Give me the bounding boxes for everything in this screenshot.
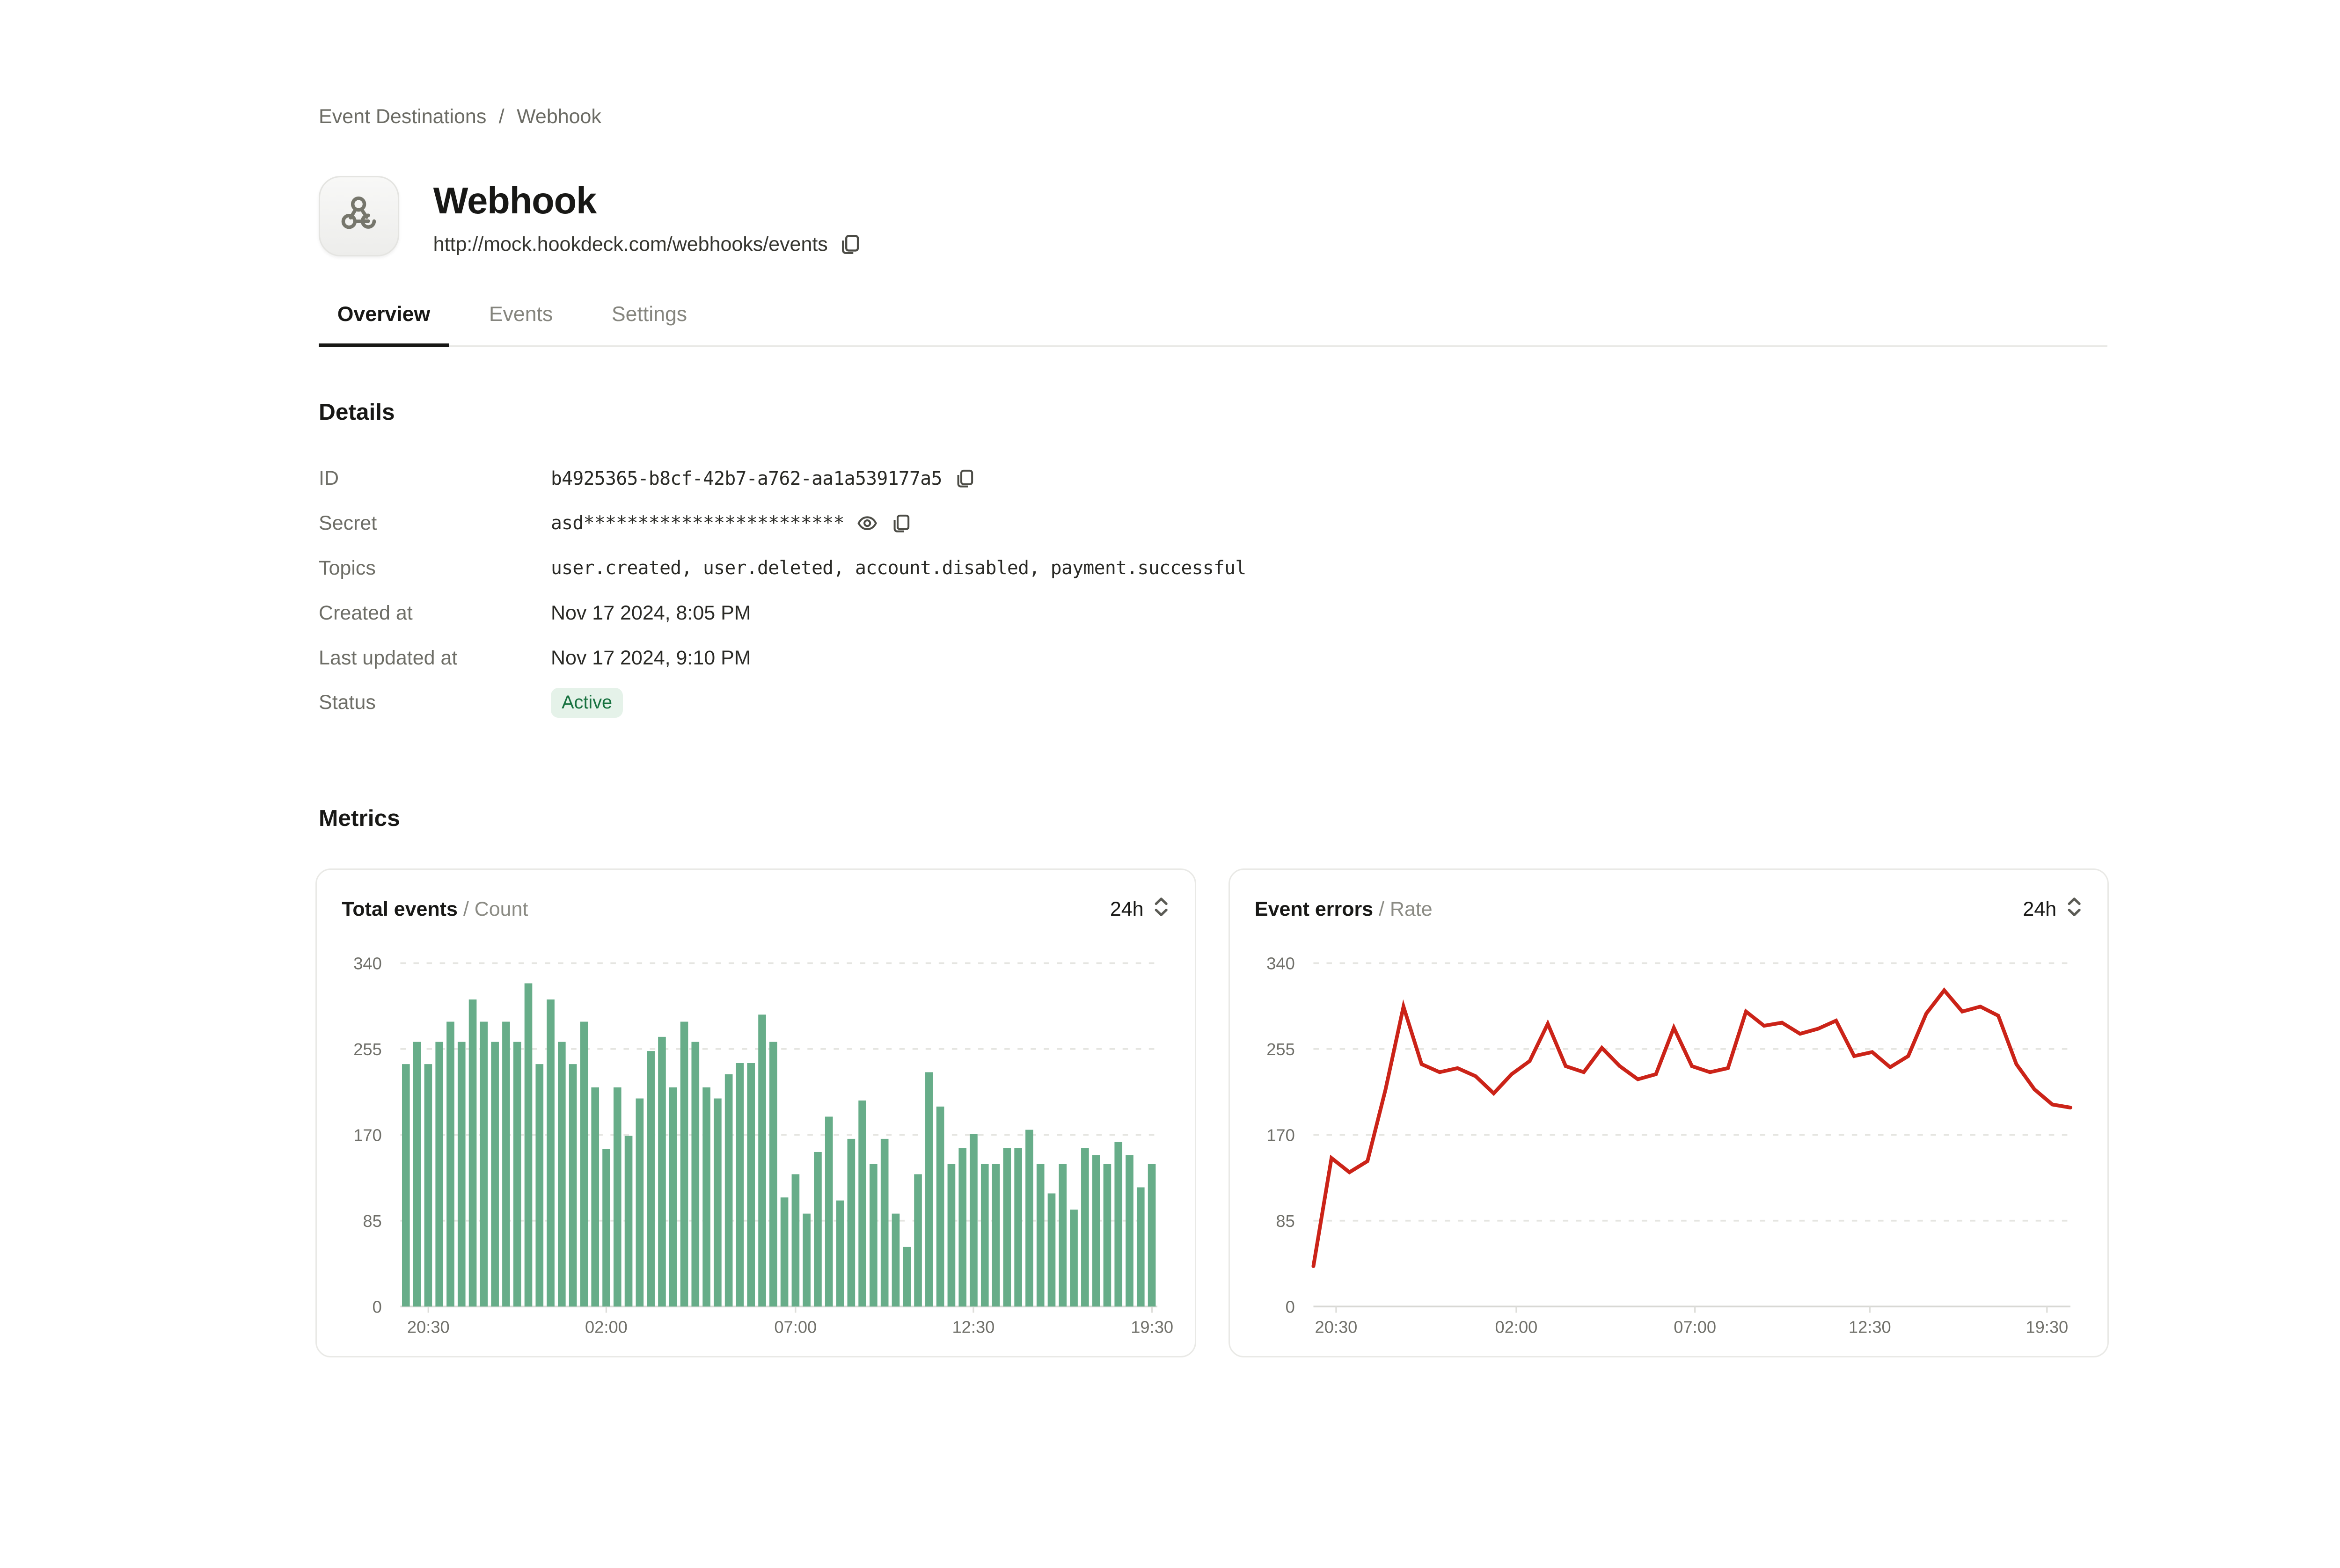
total-events-card: Total events / Count 24h 0 85 170 255 340 20:… bbox=[315, 868, 1196, 1357]
webhook-url: http://mock.hookdeck.com/webhooks/events bbox=[433, 233, 828, 256]
copy-url-button[interactable] bbox=[839, 233, 860, 255]
details-section: Details ID b4925365-b8cf-42b7-a762-aa1a5… bbox=[319, 398, 2107, 725]
svg-text:12:30: 12:30 bbox=[952, 1317, 995, 1336]
svg-text:02:00: 02:00 bbox=[1495, 1317, 1537, 1336]
svg-text:12:30: 12:30 bbox=[1849, 1317, 1891, 1336]
details-rows: ID b4925365-b8cf-42b7-a762-aa1a539177a5 … bbox=[319, 456, 2107, 725]
reveal-secret-eye-icon[interactable] bbox=[856, 512, 878, 534]
webhook-icon bbox=[337, 191, 381, 241]
details-heading: Details bbox=[319, 398, 395, 425]
metrics-cards: Total events / Count 24h 0 85 170 255 340 20:… bbox=[315, 868, 2109, 1357]
svg-text:0: 0 bbox=[1286, 1297, 1295, 1316]
metrics-heading: Metrics bbox=[319, 804, 400, 831]
tab-overview[interactable]: Overview bbox=[319, 303, 449, 347]
tab-bar: Overview Events Settings bbox=[319, 303, 2107, 347]
svg-text:02:00: 02:00 bbox=[585, 1317, 628, 1336]
topics-value: user.created, user.deleted, account.disa… bbox=[550, 557, 1246, 579]
event-errors-card-title: Event errors / Rate bbox=[1254, 898, 1433, 921]
svg-text:85: 85 bbox=[1276, 1211, 1294, 1231]
detail-row-created-at: Created at Nov 17 2024, 8:05 PM bbox=[319, 591, 2107, 635]
total-events-range-selector[interactable]: 24h bbox=[1110, 896, 1170, 923]
page-title: Webhook bbox=[433, 179, 597, 221]
range-label: 24h bbox=[1110, 898, 1144, 921]
id-value: b4925365-b8cf-42b7-a762-aa1a539177a5 bbox=[550, 467, 942, 489]
breadcrumb-webhook[interactable]: Webhook bbox=[517, 105, 601, 128]
svg-text:0: 0 bbox=[373, 1297, 382, 1316]
metrics-section: Metrics Total events / Count 24h 0 85 170 2… bbox=[315, 804, 2109, 1357]
range-label: 24h bbox=[2023, 898, 2057, 921]
detail-row-last-updated: Last updated at Nov 17 2024, 9:10 PM bbox=[319, 635, 2107, 680]
webhook-icon-tile bbox=[319, 176, 399, 257]
last-updated-label: Last updated at bbox=[319, 646, 458, 669]
status-badge: Active bbox=[550, 687, 623, 718]
breadcrumb-event-destinations[interactable]: Event Destinations bbox=[319, 105, 487, 128]
detail-row-topics: Topics user.created, user.deleted, accou… bbox=[319, 546, 2107, 591]
svg-text:20:30: 20:30 bbox=[1315, 1317, 1357, 1336]
detail-row-secret: Secret asd************************ bbox=[319, 501, 2107, 546]
status-label: Status bbox=[319, 691, 376, 714]
event-errors-chart: 0 85 170 255 340 20:30 02:00 07:00 12:30 19:30 bbox=[1266, 954, 2072, 1336]
svg-text:255: 255 bbox=[1266, 1040, 1295, 1059]
secret-label: Secret bbox=[319, 511, 377, 534]
svg-text:19:30: 19:30 bbox=[2026, 1317, 2068, 1336]
copy-id-button[interactable] bbox=[954, 468, 974, 489]
tab-events[interactable]: Events bbox=[470, 303, 571, 347]
last-updated-value: Nov 17 2024, 9:10 PM bbox=[550, 646, 751, 669]
created-at-value: Nov 17 2024, 8:05 PM bbox=[550, 601, 751, 624]
svg-text:19:30: 19:30 bbox=[1131, 1317, 1174, 1336]
svg-text:20:30: 20:30 bbox=[407, 1317, 450, 1336]
topics-label: Topics bbox=[319, 556, 376, 579]
id-label: ID bbox=[319, 467, 339, 490]
page-header: Webhook http://mock.hookdeck.com/webhook… bbox=[319, 176, 2107, 257]
svg-text:07:00: 07:00 bbox=[775, 1317, 817, 1336]
svg-text:170: 170 bbox=[354, 1125, 382, 1145]
event-errors-range-selector[interactable]: 24h bbox=[2023, 896, 2083, 923]
created-at-label: Created at bbox=[319, 601, 413, 624]
svg-text:85: 85 bbox=[363, 1211, 382, 1231]
event-errors-card: Event errors / Rate 24h 0 85 170 255 340 20:3… bbox=[1228, 868, 2109, 1357]
chevron-up-down-icon bbox=[1153, 896, 1170, 923]
secret-value: asd************************ bbox=[550, 512, 844, 534]
total-events-chart: 0 85 170 255 340 20:30 02:00 07:00 12:30 19:30 bbox=[354, 954, 1174, 1336]
breadcrumb: Event Destinations / Webhook bbox=[319, 0, 2107, 128]
detail-row-status: Status Active bbox=[319, 680, 2107, 725]
title-block: Webhook http://mock.hookdeck.com/webhook… bbox=[433, 176, 861, 256]
breadcrumb-separator: / bbox=[498, 105, 505, 128]
total-events-card-title: Total events / Count bbox=[342, 898, 528, 921]
svg-text:340: 340 bbox=[354, 954, 382, 973]
svg-text:170: 170 bbox=[1266, 1125, 1295, 1145]
svg-text:255: 255 bbox=[354, 1040, 382, 1059]
detail-row-id: ID b4925365-b8cf-42b7-a762-aa1a539177a5 bbox=[319, 456, 2107, 501]
copy-secret-button[interactable] bbox=[891, 513, 911, 533]
chevron-up-down-icon bbox=[2066, 896, 2083, 923]
svg-text:07:00: 07:00 bbox=[1674, 1317, 1716, 1336]
tab-settings[interactable]: Settings bbox=[593, 303, 706, 347]
svg-text:340: 340 bbox=[1266, 954, 1295, 973]
main-content: Event Destinations / Webhook Webhook htt… bbox=[315, 0, 2109, 1357]
